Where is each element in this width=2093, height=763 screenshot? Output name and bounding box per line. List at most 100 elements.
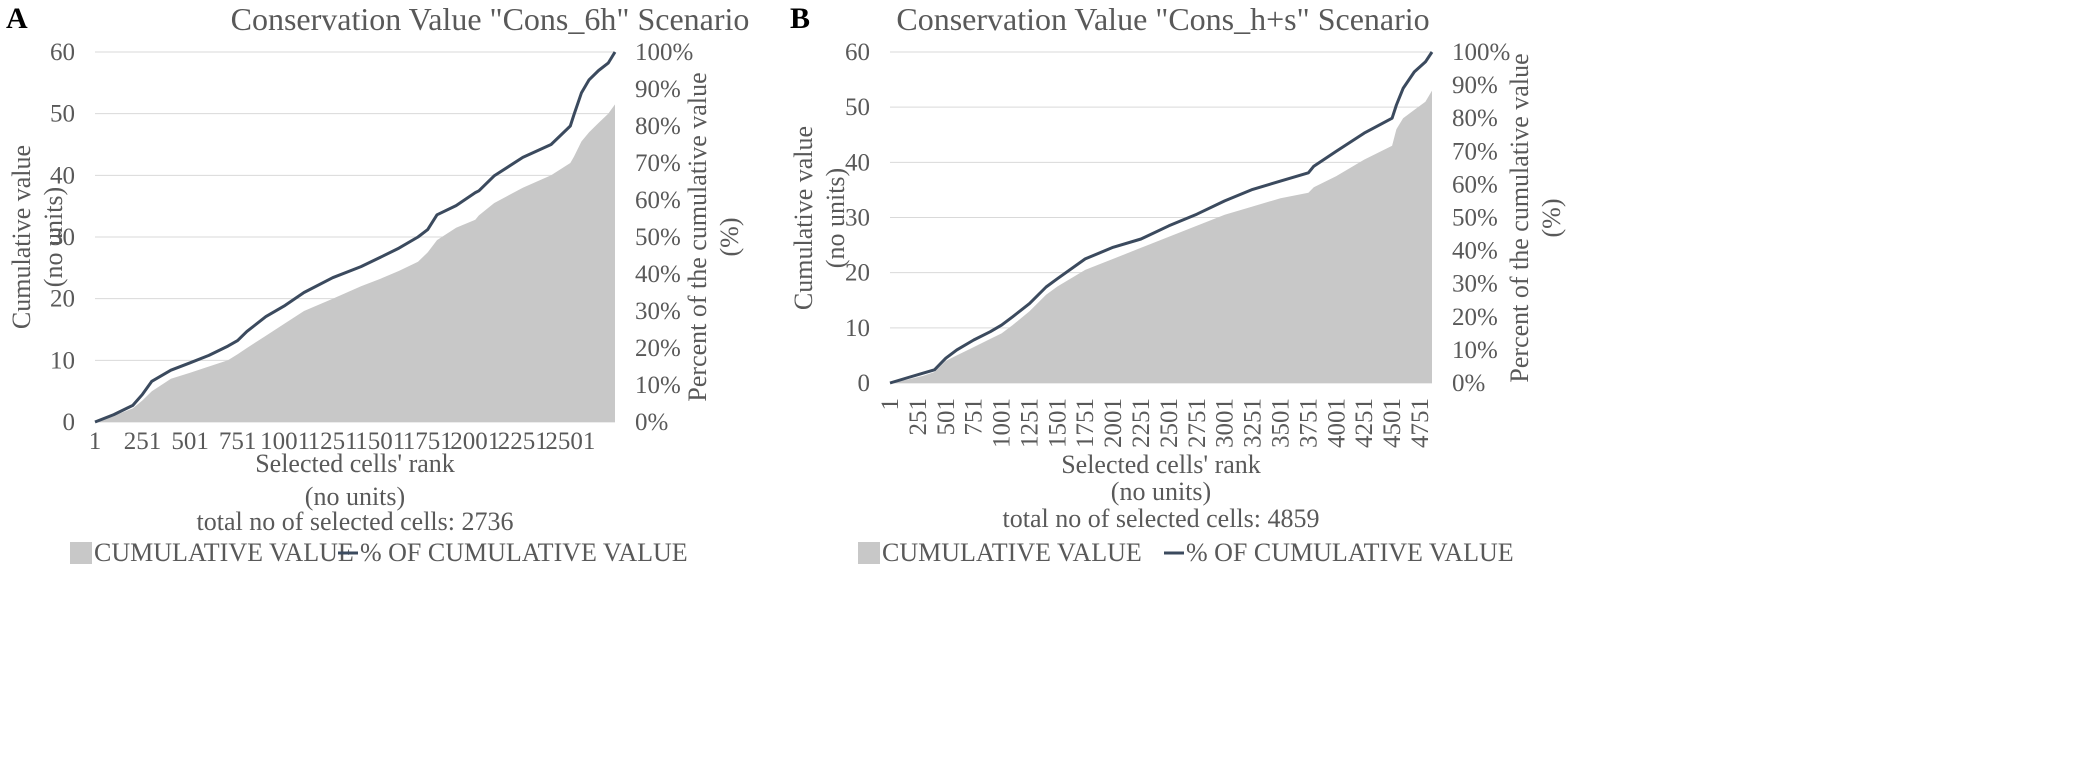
x-tick-label: 501 (171, 428, 209, 455)
y-axis-label: (no units) (39, 187, 68, 287)
x-tick-label: 4501 (1379, 398, 1406, 448)
total-cells-note: total no of selected cells: 2736 (197, 507, 514, 536)
chart-title: Conservation Value "Cons_6h" Scenario (231, 1, 750, 37)
y-tick-label: 50 (50, 101, 75, 128)
y2-tick-label: 40% (1452, 238, 1498, 265)
y2-tick-label: 100% (635, 39, 693, 66)
x-axis-label: Selected cells' rank (1061, 450, 1261, 479)
x-tick-label: 1001 (260, 428, 310, 455)
x-tick-label: 2251 (1128, 398, 1155, 448)
legend-label-percent-cumulative-value: % OF CUMULATIVE VALUE (1186, 538, 1514, 567)
y2-tick-label: 50% (635, 224, 681, 251)
y-tick-label: 0 (858, 370, 871, 397)
legend-label-percent-cumulative-value: % OF CUMULATIVE VALUE (360, 538, 688, 567)
x-tick-label: 251 (124, 428, 162, 455)
chart-panel-a: A Conservation Value "Cons_6h" Scenario01… (6, 1, 749, 567)
total-cells-note: total no of selected cells: 4859 (1003, 504, 1320, 533)
y-tick-label: 0 (63, 409, 76, 436)
x-tick-label: 751 (219, 428, 257, 455)
y2-tick-label: 0% (635, 409, 668, 436)
x-tick-label: 1501 (355, 428, 405, 455)
y2-tick-label: 70% (1452, 138, 1498, 165)
x-tick-label: 3501 (1268, 398, 1295, 448)
y-axis-label: Cumulative value (7, 145, 36, 329)
y-tick-label: 60 (50, 39, 75, 66)
x-tick-label: 2251 (498, 428, 548, 455)
y2-tick-label: 70% (635, 150, 681, 177)
legend-label-cumulative-value: CUMULATIVE VALUE (94, 538, 354, 567)
y2-tick-label: 60% (1452, 171, 1498, 198)
y-axis-label: Cumulative value (789, 126, 818, 310)
y2-tick-label: 20% (635, 335, 681, 362)
chart-panel-b: B Conservation Value "Cons_h+s" Scenario 0… (789, 1, 1566, 567)
y2-tick-label: 0% (1452, 370, 1485, 397)
y-axis-label: (no units) (821, 168, 850, 268)
x-tick-label: 3751 (1295, 398, 1322, 448)
x-tick-label: 1251 (1017, 398, 1044, 448)
y2-axis-label: (%) (1537, 199, 1566, 238)
x-tick-label: 1001 (989, 398, 1016, 448)
panel-letter: B (790, 2, 810, 35)
legend-swatch-area (858, 542, 880, 564)
y-tick-label: 40 (50, 162, 75, 189)
y-tick-label: 30 (845, 205, 870, 232)
x-tick-label: 2001 (1100, 398, 1127, 448)
y-tick-label: 50 (845, 94, 870, 121)
y-tick-label: 20 (50, 286, 75, 313)
series-line-percent-cumulative-value (94, 51, 617, 424)
y2-tick-label: 10% (1452, 337, 1498, 364)
x-tick-label: 501 (933, 398, 960, 436)
x-tick-label: 1751 (1072, 398, 1099, 448)
y2-tick-label: 40% (635, 261, 681, 288)
x-tick-label: 2001 (450, 428, 500, 455)
y-tick-label: 30 (50, 224, 75, 251)
y2-tick-label: 10% (635, 372, 681, 399)
y2-tick-label: 90% (635, 76, 681, 103)
y2-axis-label: Percent of the cumulative value (683, 72, 712, 401)
y2-tick-label: 90% (1452, 72, 1498, 99)
y2-tick-label: 30% (1452, 271, 1498, 298)
y2-tick-label: 100% (1452, 39, 1510, 66)
legend-label-cumulative-value: CUMULATIVE VALUE (882, 538, 1142, 567)
series-area-cumulative-value (95, 104, 615, 423)
x-tick-label: 2501 (545, 428, 595, 455)
legend-swatch-area (70, 542, 92, 564)
panel-letter: A (6, 2, 28, 35)
series-area-cumulative-value (890, 90, 1432, 383)
x-tick-label: 251 (905, 398, 932, 436)
x-tick-label: 2751 (1184, 398, 1211, 448)
y2-axis-label: (%) (715, 218, 744, 257)
y2-tick-label: 50% (1452, 205, 1498, 232)
series-line-percent-cumulative-value (889, 51, 1434, 385)
y2-tick-label: 30% (635, 298, 681, 325)
y2-tick-label: 20% (1452, 304, 1498, 331)
x-axis-label: Selected cells' rank (255, 449, 455, 478)
y2-tick-label: 80% (1452, 105, 1498, 132)
x-tick-label: 4251 (1351, 398, 1378, 448)
legend: CUMULATIVE VALUE% OF CUMULATIVE VALUE (70, 538, 688, 567)
y2-tick-label: 80% (635, 113, 681, 140)
x-tick-label: 3001 (1212, 398, 1239, 448)
x-axis-units: (no units) (305, 482, 405, 511)
x-axis-units: (no units) (1111, 477, 1211, 506)
x-tick-label: 3251 (1240, 398, 1267, 448)
x-tick-label: 1 (877, 398, 904, 411)
y-tick-label: 20 (845, 260, 870, 287)
y2-axis-label: Percent of the cumulative value (1505, 53, 1534, 382)
y-tick-label: 40 (845, 149, 870, 176)
x-tick-label: 1751 (403, 428, 453, 455)
x-tick-label: 2501 (1156, 398, 1183, 448)
x-tick-label: 4001 (1323, 398, 1350, 448)
x-tick-label: 1 (89, 428, 102, 455)
y-tick-label: 10 (845, 315, 870, 342)
x-tick-label: 1501 (1044, 398, 1071, 448)
x-tick-label: 1251 (308, 428, 358, 455)
y-tick-label: 10 (50, 347, 75, 374)
chart-title: Conservation Value "Cons_h+s" Scenario (896, 1, 1429, 37)
x-tick-label: 4751 (1407, 398, 1434, 448)
y2-tick-label: 60% (635, 187, 681, 214)
x-tick-label: 751 (961, 398, 988, 436)
legend: CUMULATIVE VALUE % OF CUMULATIVE VALUE (858, 538, 1514, 567)
y-tick-label: 60 (845, 39, 870, 66)
